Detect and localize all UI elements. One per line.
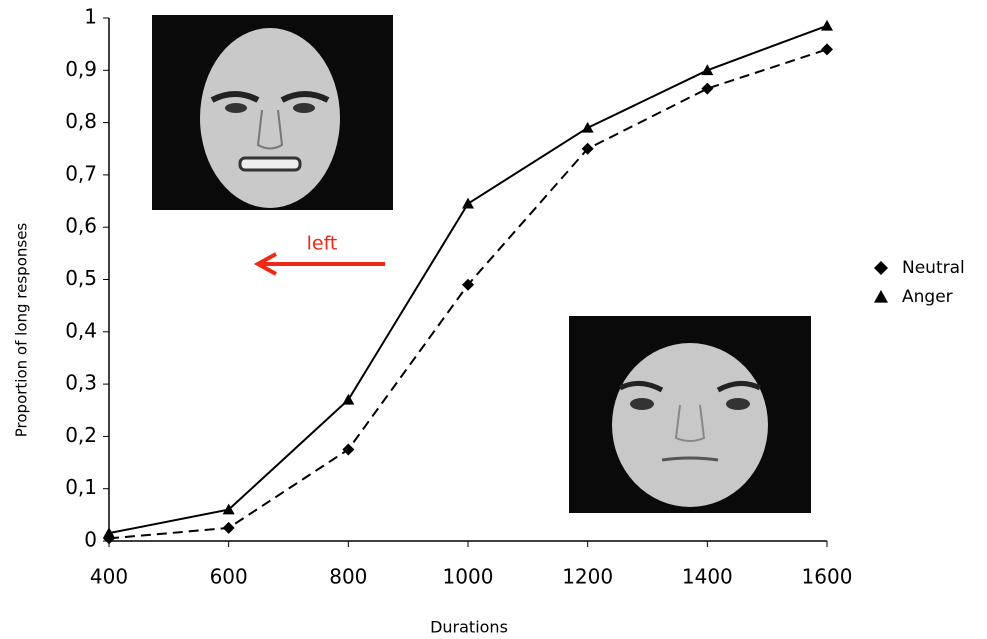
data-point	[342, 443, 355, 456]
data-point	[462, 278, 474, 291]
y-tick-label: 0,5	[65, 266, 97, 290]
x-tick-label: 1400	[682, 565, 733, 589]
y-tick-label: 0,4	[65, 318, 97, 342]
legend-marker	[874, 290, 888, 303]
arrow	[253, 252, 385, 276]
data-point	[581, 142, 594, 155]
legend-label: Anger	[902, 287, 953, 307]
x-tick-label: 400	[90, 565, 128, 589]
x-tick-label: 800	[329, 565, 367, 589]
x-tick-label: 1000	[443, 565, 494, 589]
y-tick-label: 0,1	[65, 475, 97, 499]
x-tick-label: 600	[210, 565, 248, 589]
y-tick-label: 0,3	[65, 371, 97, 395]
data-point	[821, 43, 833, 56]
y-axis-label: Proportion of long responses	[13, 223, 31, 438]
data-point	[701, 64, 714, 76]
neutral-face-image	[569, 316, 811, 513]
data-point	[701, 82, 714, 95]
angry-face-image	[152, 15, 393, 210]
legend-marker	[874, 261, 888, 275]
x-tick-label: 1200	[562, 565, 613, 589]
data-point	[581, 121, 594, 133]
annotation: left	[307, 233, 338, 255]
data-point	[222, 503, 235, 515]
y-tick-label: 1	[84, 5, 97, 29]
y-tick-label: 0,8	[65, 109, 97, 133]
y-tick-label: 0,6	[65, 214, 97, 238]
data-point	[821, 19, 833, 31]
data-point	[342, 393, 355, 405]
y-tick-label: 0,7	[65, 161, 97, 185]
data-point	[103, 527, 115, 538]
data-point	[222, 521, 235, 534]
x-axis-label: Durations	[430, 618, 508, 637]
y-tick-label: 0,2	[65, 423, 97, 447]
legend-label: Neutral	[902, 258, 965, 278]
data-point	[462, 197, 474, 209]
x-tick-label: 1600	[802, 565, 853, 589]
y-tick-label: 0,9	[65, 57, 97, 81]
y-tick-label: 0	[84, 528, 97, 552]
